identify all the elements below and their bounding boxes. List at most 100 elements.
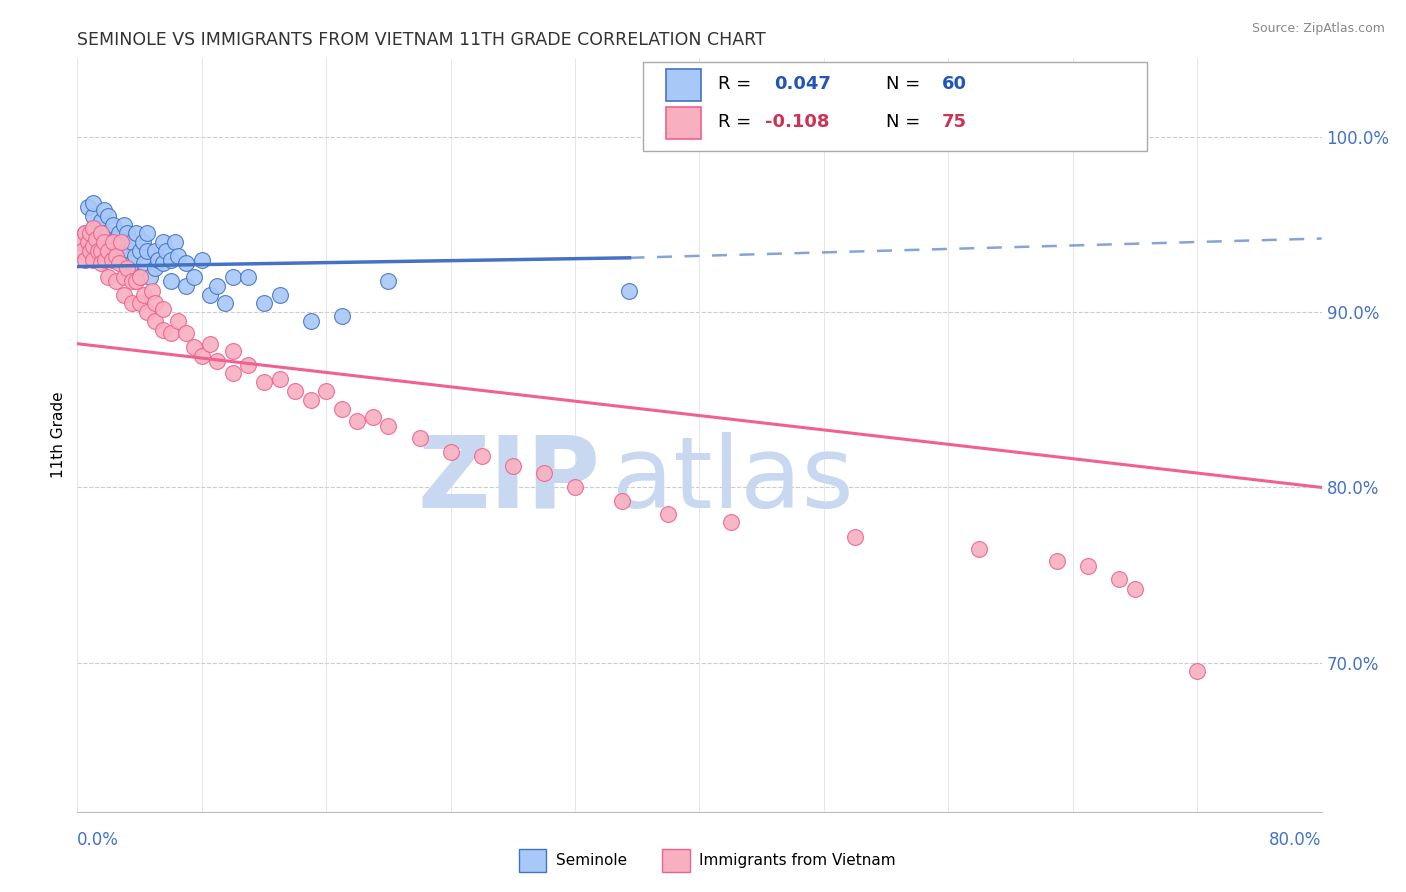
Text: Source: ZipAtlas.com: Source: ZipAtlas.com [1251,22,1385,36]
Point [131,235,153,249]
Point [136,305,159,319]
Point [183,340,205,354]
Text: 0.0%: 0.0% [77,830,120,848]
Point [75,227,97,241]
Point [155,244,177,258]
Text: ZIP: ZIP [418,432,600,529]
Point [69,235,91,249]
Point [84,231,107,245]
Point [112,287,135,301]
Point [79,227,101,241]
Point [1108,572,1130,586]
Point [124,249,146,263]
Point [100,244,122,258]
Point [330,401,353,416]
Point [93,235,115,249]
Point [299,314,322,328]
Point [121,256,143,270]
Point [86,244,108,258]
Point [121,274,143,288]
Text: R =: R = [718,75,758,94]
Text: R =: R = [718,113,758,131]
Point [79,244,101,258]
Point [284,384,307,398]
Point [377,274,399,288]
Text: 75: 75 [942,113,967,131]
Point [121,235,143,249]
Point [79,235,101,249]
Point [101,235,124,249]
Point [125,274,148,288]
Point [105,249,128,263]
Point [143,296,166,310]
Point [136,244,159,258]
Point [112,218,135,232]
Point [502,459,524,474]
Point [1123,582,1146,596]
Point [97,238,120,252]
Point [408,431,430,445]
Point [134,287,156,301]
Text: 60: 60 [942,75,967,94]
Point [97,244,120,258]
Point [82,238,104,252]
FancyBboxPatch shape [662,849,689,872]
Point [75,252,97,267]
Point [128,270,150,285]
Point [222,270,245,285]
Point [115,227,138,241]
Point [90,231,112,245]
Text: atlas: atlas [613,432,853,529]
FancyBboxPatch shape [519,849,547,872]
Point [198,287,221,301]
Point [222,343,245,358]
Point [143,261,166,276]
Point [82,209,104,223]
Point [112,235,135,249]
Point [720,516,742,530]
Point [108,256,131,270]
Point [207,278,229,293]
Point [159,252,181,267]
Point [112,270,135,285]
Point [120,244,142,258]
Point [115,261,138,276]
Point [128,244,150,258]
Point [167,249,190,263]
Point [134,256,156,270]
Point [94,252,117,267]
Point [377,419,399,434]
Point [108,227,131,241]
Point [657,507,679,521]
Point [97,270,120,285]
Point [121,296,143,310]
Point [969,541,991,556]
Point [253,296,276,310]
Point [315,384,337,398]
Point [190,252,214,267]
Point [165,235,187,249]
Y-axis label: 11th Grade: 11th Grade [51,392,66,478]
FancyBboxPatch shape [666,107,700,138]
Point [152,256,174,270]
Point [86,238,108,252]
Point [143,244,166,258]
Point [207,354,229,368]
Point [82,252,104,267]
Point [112,256,135,270]
Point [167,314,190,328]
Point [174,326,197,341]
Point [139,270,162,285]
Point [93,203,115,218]
FancyBboxPatch shape [666,70,700,101]
Text: SEMINOLE VS IMMIGRANTS FROM VIETNAM 11TH GRADE CORRELATION CHART: SEMINOLE VS IMMIGRANTS FROM VIETNAM 11TH… [77,31,766,49]
Point [198,336,221,351]
Point [90,227,112,241]
Point [471,449,494,463]
Point [222,367,245,381]
Point [159,274,181,288]
Text: N =: N = [886,113,927,131]
Point [94,227,117,241]
Point [97,209,120,223]
Text: 0.047: 0.047 [775,75,831,94]
